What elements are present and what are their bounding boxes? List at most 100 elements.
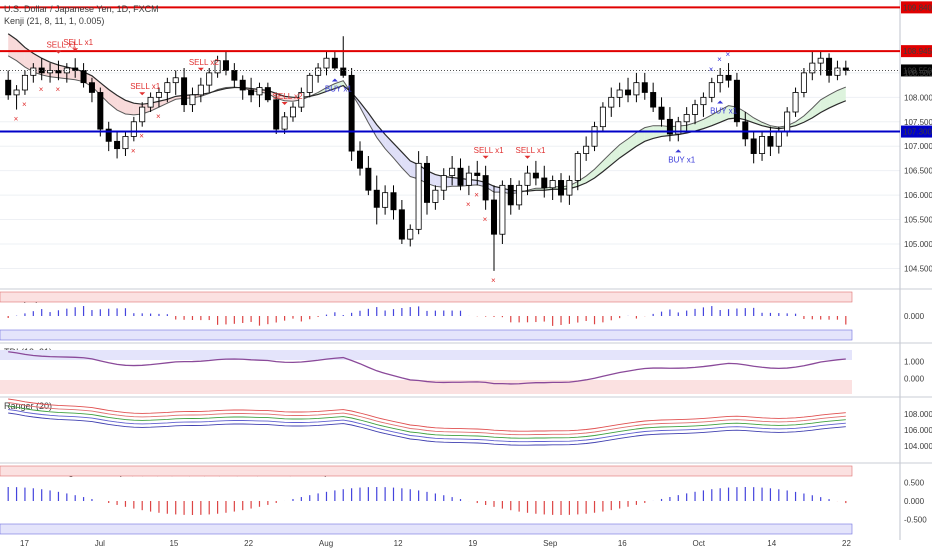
candle-body[interactable] bbox=[21, 74, 28, 91]
candle-body[interactable] bbox=[708, 82, 715, 98]
candle-body[interactable] bbox=[139, 106, 146, 123]
candle-body[interactable] bbox=[641, 82, 648, 93]
candle-body[interactable] bbox=[365, 167, 372, 191]
candle-body[interactable] bbox=[591, 126, 598, 147]
candle-body[interactable] bbox=[675, 121, 682, 135]
candle-body[interactable] bbox=[415, 162, 422, 230]
candle-body[interactable] bbox=[105, 128, 112, 142]
candle-body[interactable] bbox=[432, 189, 439, 203]
candle-body[interactable] bbox=[13, 89, 20, 96]
candle-body[interactable] bbox=[491, 199, 498, 235]
candle-body[interactable] bbox=[424, 162, 430, 203]
candle-body[interactable] bbox=[130, 121, 137, 137]
candle-body[interactable] bbox=[172, 77, 179, 84]
candle-body[interactable] bbox=[541, 177, 548, 189]
candle-body[interactable] bbox=[256, 87, 263, 96]
candle-body[interactable] bbox=[373, 189, 380, 208]
candle-body[interactable] bbox=[733, 79, 740, 123]
candle-body[interactable] bbox=[206, 72, 213, 86]
candle-body[interactable] bbox=[382, 192, 389, 208]
candle-body[interactable] bbox=[289, 106, 296, 118]
candle-body[interactable] bbox=[834, 67, 841, 76]
candle-body[interactable] bbox=[97, 92, 104, 130]
candle-body[interactable] bbox=[650, 92, 657, 108]
candle-body[interactable] bbox=[759, 136, 766, 154]
candle-body[interactable] bbox=[189, 94, 196, 106]
candle-body[interactable] bbox=[633, 82, 640, 96]
candle-body[interactable] bbox=[30, 67, 37, 76]
candle-body[interactable] bbox=[147, 96, 154, 108]
candle-body[interactable] bbox=[516, 184, 523, 206]
candle-body[interactable] bbox=[809, 62, 816, 74]
candle-body[interactable] bbox=[817, 57, 824, 64]
candle-body[interactable] bbox=[683, 114, 690, 123]
candle-body[interactable] bbox=[692, 104, 699, 115]
candle-body[interactable] bbox=[239, 79, 246, 91]
candle-body[interactable] bbox=[566, 180, 573, 196]
candle-body[interactable] bbox=[507, 184, 514, 206]
candle-body[interactable] bbox=[356, 150, 363, 169]
candle-body[interactable] bbox=[457, 167, 464, 186]
candle-body[interactable] bbox=[398, 209, 405, 240]
candle-body[interactable] bbox=[214, 60, 221, 74]
candle-body[interactable] bbox=[826, 57, 833, 76]
candle-body[interactable] bbox=[231, 70, 238, 81]
candle-body[interactable] bbox=[784, 111, 791, 132]
candle-body[interactable] bbox=[700, 96, 707, 106]
candle-body[interactable] bbox=[390, 192, 397, 211]
candle-body[interactable] bbox=[800, 72, 807, 93]
candle-body[interactable] bbox=[5, 79, 12, 96]
candles-layer[interactable] bbox=[5, 36, 849, 271]
candle-body[interactable] bbox=[407, 228, 414, 240]
candle-body[interactable] bbox=[499, 184, 506, 235]
candle-body[interactable] bbox=[775, 131, 782, 147]
candle-body[interactable] bbox=[323, 57, 330, 69]
candle-body[interactable] bbox=[750, 138, 757, 154]
candle-body[interactable] bbox=[222, 60, 229, 71]
candle-body[interactable] bbox=[725, 74, 732, 81]
horizontal-levels[interactable]: 109.840 108.945 107.300 108.550 bbox=[0, 1, 932, 138]
candle-body[interactable] bbox=[298, 92, 305, 108]
candle-body[interactable] bbox=[248, 89, 255, 96]
candle-body[interactable] bbox=[340, 67, 347, 76]
candle-body[interactable] bbox=[281, 116, 288, 130]
candle-body[interactable] bbox=[574, 153, 581, 181]
candle-body[interactable] bbox=[792, 92, 799, 113]
candle-body[interactable] bbox=[306, 74, 313, 93]
candle-body[interactable] bbox=[197, 84, 204, 96]
candle-body[interactable] bbox=[524, 172, 531, 186]
candle-body[interactable] bbox=[583, 145, 590, 154]
candle-body[interactable] bbox=[440, 175, 447, 191]
candle-body[interactable] bbox=[273, 99, 280, 130]
candle-body[interactable] bbox=[88, 82, 95, 93]
candle-body[interactable] bbox=[181, 77, 188, 106]
candle-body[interactable] bbox=[331, 57, 338, 69]
candle-body[interactable] bbox=[608, 96, 615, 108]
candle-body[interactable] bbox=[80, 70, 87, 84]
candle-body[interactable] bbox=[315, 67, 322, 76]
candle-body[interactable] bbox=[599, 106, 606, 128]
candle-body[interactable] bbox=[549, 180, 556, 189]
candle-body[interactable] bbox=[122, 136, 129, 150]
candle-body[interactable] bbox=[264, 87, 271, 101]
candle-body[interactable] bbox=[616, 89, 623, 98]
candle-body[interactable] bbox=[348, 74, 355, 152]
candle-body[interactable] bbox=[625, 89, 632, 96]
candle-body[interactable] bbox=[55, 70, 62, 74]
candle-body[interactable] bbox=[767, 136, 774, 147]
candle-body[interactable] bbox=[449, 167, 456, 176]
candle-body[interactable] bbox=[532, 172, 539, 179]
candle-body[interactable] bbox=[164, 82, 171, 93]
candle-body[interactable] bbox=[47, 70, 54, 74]
candle-body[interactable] bbox=[155, 92, 162, 98]
candle-body[interactable] bbox=[717, 74, 724, 84]
candle-body[interactable] bbox=[842, 67, 849, 71]
candle-body[interactable] bbox=[742, 121, 749, 140]
candle-body[interactable] bbox=[482, 175, 489, 201]
candle-body[interactable] bbox=[114, 140, 121, 150]
candle-body[interactable] bbox=[474, 172, 481, 176]
candle-body[interactable] bbox=[666, 118, 673, 135]
candle-body[interactable] bbox=[658, 106, 665, 120]
candle-body[interactable] bbox=[558, 180, 565, 196]
